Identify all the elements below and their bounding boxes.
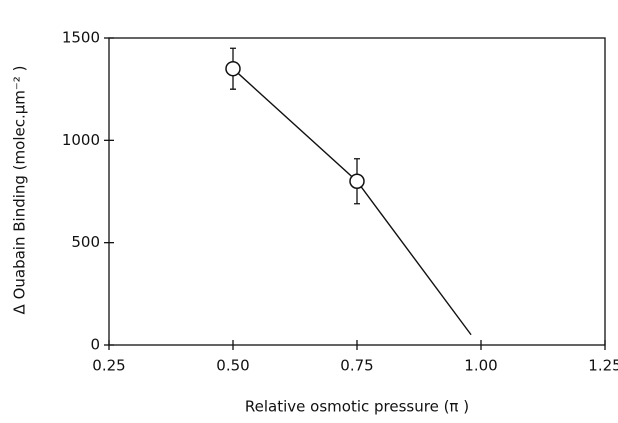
x-tick-label: 0.25 [92, 357, 125, 375]
data-point [225, 60, 241, 77]
y-tick-label: 1000 [62, 131, 100, 149]
x-axis-title: Relative osmotic pressure (π ) [245, 398, 469, 416]
y-tick-label: 1500 [62, 29, 100, 47]
data-point [349, 173, 365, 190]
x-tick-label: 1.25 [588, 357, 618, 375]
x-tick-label: 0.50 [216, 357, 249, 375]
x-tick-label: 0.75 [340, 357, 373, 375]
y-tick-label: 0 [90, 336, 100, 354]
y-tick-label: 500 [71, 233, 100, 251]
fit-line [232, 68, 472, 336]
y-axis-title: Δ Ouabain Binding (molec.μm⁻² ) [11, 66, 29, 315]
x-tick-label: 1.00 [464, 357, 497, 375]
